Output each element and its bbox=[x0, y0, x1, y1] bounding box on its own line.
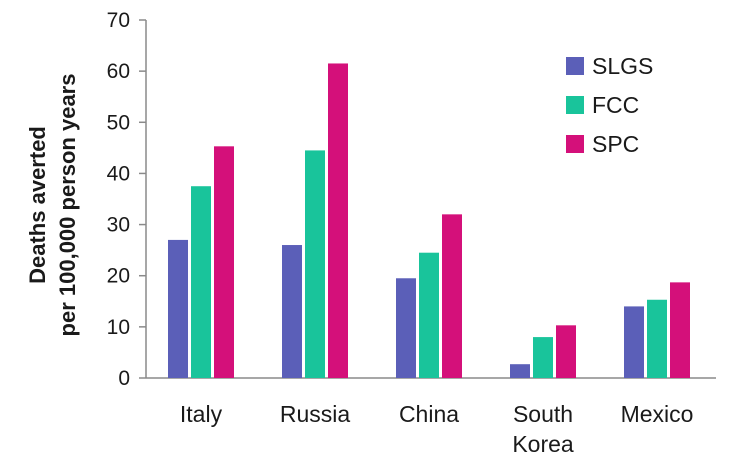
bar-spc-china bbox=[442, 214, 462, 378]
y-tick-label: 30 bbox=[107, 214, 130, 237]
y-tick-label: 10 bbox=[107, 316, 130, 339]
x-category-label: China bbox=[399, 401, 459, 427]
x-category-label: South bbox=[513, 401, 573, 427]
bar-slgs-italy bbox=[168, 239, 188, 378]
bar-slgs-china bbox=[396, 278, 416, 378]
bar-slgs-russia bbox=[282, 245, 302, 378]
y-axis-label: Deaths averted per 100,000 person years bbox=[25, 74, 80, 337]
bar-fcc-italy bbox=[191, 186, 211, 378]
y-tick-label: 20 bbox=[107, 265, 130, 288]
x-category-label: Russia bbox=[280, 401, 351, 427]
bar-fcc-mexico bbox=[647, 299, 667, 378]
y-tick-label: 70 bbox=[107, 9, 130, 32]
y-axis-label-line: Deaths averted bbox=[25, 126, 50, 284]
bar-spc-mexico bbox=[670, 282, 690, 378]
bar-fcc-south-korea bbox=[533, 337, 553, 378]
legend-label-slgs: SLGS bbox=[592, 53, 653, 79]
bar-fcc-russia bbox=[305, 150, 325, 378]
y-axis-label-line: per 100,000 person years bbox=[55, 74, 80, 337]
x-category-label: Mexico bbox=[621, 401, 694, 427]
legend-label-spc: SPC bbox=[592, 131, 639, 157]
y-tick-label: 40 bbox=[107, 162, 130, 185]
legend: SLGS FCC SPC bbox=[566, 53, 653, 157]
y-tick-label: 0 bbox=[118, 367, 130, 390]
legend-label-fcc: FCC bbox=[592, 92, 639, 118]
bars bbox=[168, 63, 690, 378]
bar-spc-italy bbox=[214, 146, 234, 378]
legend-swatch-slgs bbox=[566, 57, 584, 75]
x-axis-labels: Italy Russia China South Korea Mexico bbox=[180, 401, 694, 457]
bar-slgs-mexico bbox=[624, 306, 644, 378]
y-tick-label: 50 bbox=[107, 111, 130, 134]
y-tick-label: 60 bbox=[107, 60, 130, 83]
legend-swatch-spc bbox=[566, 135, 584, 153]
bar-spc-russia bbox=[328, 63, 348, 378]
legend-swatch-fcc bbox=[566, 96, 584, 114]
x-category-label: Italy bbox=[180, 401, 223, 427]
bar-fcc-china bbox=[419, 252, 439, 378]
x-category-label: Korea bbox=[512, 431, 574, 457]
bar-slgs-south-korea bbox=[510, 364, 530, 378]
bar-spc-south-korea bbox=[556, 325, 576, 378]
